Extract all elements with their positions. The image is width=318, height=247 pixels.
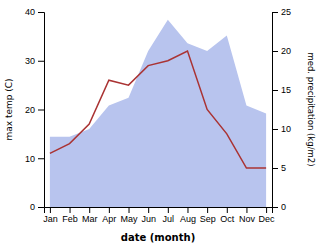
- y2-axis-tick: 5: [272, 163, 286, 173]
- y-axis-tick-label: 10: [25, 154, 35, 164]
- y2-axis-tick-mark: [272, 12, 278, 13]
- x-axis-tick-mark: [89, 207, 90, 213]
- y-axis-title: max temp (C): [4, 78, 14, 140]
- x-axis-tick: Jan: [43, 207, 58, 224]
- y-axis-tick-label: 30: [25, 56, 35, 66]
- y2-axis-tick-label: 15: [281, 85, 291, 95]
- y-axis-tick-mark: [38, 61, 44, 62]
- x-axis-tick: May: [121, 207, 139, 224]
- x-axis-tick-mark: [109, 207, 110, 213]
- x-axis-tick: Feb: [62, 207, 78, 224]
- y-axis-tick: 10: [25, 154, 44, 164]
- x-axis-tick: Jul: [163, 207, 175, 224]
- y2-axis-tick: 20: [272, 46, 291, 56]
- x-axis-tick-mark: [168, 207, 169, 213]
- temperature-line: [50, 51, 266, 168]
- y-axis-tick-label: 20: [25, 105, 35, 115]
- y2-axis-title: med. precipitation (kg/m2): [306, 52, 316, 166]
- precipitation-area: [50, 20, 266, 207]
- x-axis-tick: Mar: [82, 207, 98, 224]
- x-axis-tick-label: Aug: [180, 214, 196, 224]
- y2-axis-tick-mark: [272, 51, 278, 52]
- x-axis-tick-label: Sep: [200, 214, 216, 224]
- y-axis-tick: 0: [30, 202, 44, 212]
- x-axis-tick: Sep: [200, 207, 216, 224]
- x-axis-title: date (month): [121, 232, 195, 243]
- x-axis-tick: Nov: [239, 207, 256, 224]
- y-axis-tick: 20: [25, 105, 44, 115]
- marks: [50, 20, 266, 207]
- y-axis-tick-mark: [38, 110, 44, 111]
- y-axis: 0 10 20 30 40: [25, 7, 45, 212]
- y2-axis-tick-mark: [272, 168, 278, 169]
- x-axis-tick-mark: [50, 207, 51, 213]
- y-axis-tick: 30: [25, 56, 44, 66]
- y2-axis-tick-mark: [272, 129, 278, 130]
- x-axis-tick-mark: [187, 207, 188, 213]
- x-axis-tick-mark: [70, 207, 71, 213]
- y2-axis-tick: 15: [272, 85, 291, 95]
- x-axis-tick-mark: [227, 207, 228, 213]
- y2-axis-tick-label: 5: [281, 163, 286, 173]
- x-axis-tick-mark: [129, 207, 130, 213]
- x-axis-tick-mark: [246, 207, 247, 213]
- x-axis-line: [45, 208, 273, 214]
- x-axis-tick-label: May: [121, 214, 139, 224]
- x-axis-tick: Aug: [180, 207, 196, 224]
- x-axis-tick-label: Feb: [62, 214, 78, 224]
- y-axis-line: [38, 13, 45, 208]
- y2-axis-tick: 10: [272, 124, 291, 134]
- chart: Jan Feb Mar Apr MayJun Jul Aug Sep Oct NovDec 0 10 2…: [0, 0, 318, 247]
- x-axis-tick-label: Jun: [141, 214, 156, 224]
- x-axis-tick-mark: [266, 207, 267, 213]
- y2-axis-tick-label: 10: [281, 124, 291, 134]
- y2-axis-tick-label: 20: [281, 46, 291, 56]
- y-axis-tick: 40: [25, 7, 44, 17]
- y-axis-tick-label: 0: [30, 202, 35, 212]
- y2-axis-tick: 0: [272, 202, 286, 212]
- x-axis-tick-label: Nov: [239, 214, 256, 224]
- y-axis-tick-mark: [38, 207, 44, 208]
- x-axis-tick: Dec: [259, 207, 276, 224]
- y2-axis: 0 5 10 15 20 25: [272, 7, 291, 212]
- x-axis-tick: Apr: [102, 207, 116, 224]
- x-axis-tick-label: Jul: [163, 214, 175, 224]
- x-axis-tick: Jun: [141, 207, 156, 224]
- x-axis-tick-mark: [207, 207, 208, 213]
- x-axis: Jan Feb Mar Apr MayJun Jul Aug Sep Oct NovDec: [43, 207, 275, 224]
- x-axis-tick: Oct: [220, 207, 235, 224]
- y-axis-tick-mark: [38, 12, 44, 13]
- plot-area: Jan Feb Mar Apr MayJun Jul Aug Sep Oct NovDec 0 10 2…: [25, 7, 291, 224]
- y2-axis-tick-mark: [272, 207, 278, 208]
- y2-axis-tick-label: 0: [281, 202, 286, 212]
- x-axis-tick-label: Dec: [259, 214, 276, 224]
- y2-axis-tick-mark: [272, 90, 278, 91]
- y2-axis-tick: 25: [272, 7, 291, 17]
- y2-axis-tick-label: 25: [281, 7, 291, 17]
- x-axis-tick-label: Mar: [82, 214, 98, 224]
- x-axis-tick-label: Jan: [43, 214, 58, 224]
- y2-axis-line: [273, 13, 279, 208]
- y-axis-tick-label: 40: [25, 7, 35, 17]
- x-axis-tick-label: Apr: [102, 214, 116, 224]
- y-axis-tick-mark: [38, 158, 44, 159]
- x-axis-tick-mark: [148, 207, 149, 213]
- x-axis-tick-label: Oct: [220, 214, 235, 224]
